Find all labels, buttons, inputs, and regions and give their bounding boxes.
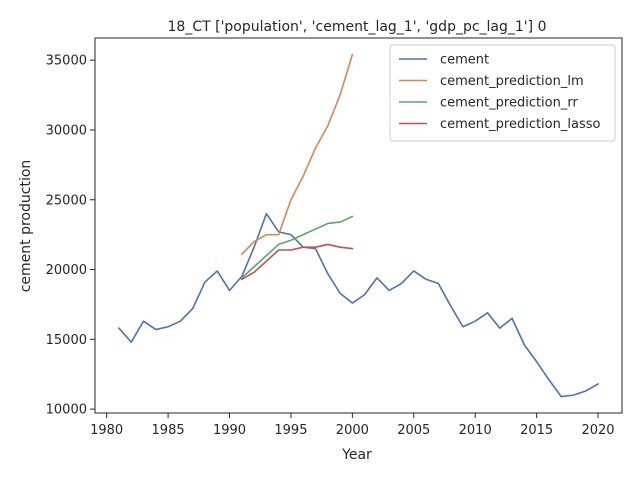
- x-tick-label: 2005: [397, 423, 430, 438]
- series-layer: [117, 53, 600, 398]
- series-line-cement-prediction-rr: [240, 215, 354, 280]
- plot-frame: [94, 37, 623, 414]
- legend: cement cement_prediction_lm cement_predict…: [389, 44, 616, 142]
- legend-label: cement_prediction_lm: [440, 74, 584, 89]
- y-tick-label: 15000: [46, 333, 87, 348]
- x-tick-label: 1985: [152, 423, 185, 438]
- legend-label: cement_prediction_lasso: [440, 117, 600, 132]
- series-line-cement: [117, 212, 600, 398]
- y-tick-label: 35000: [46, 54, 87, 69]
- series-line-cement-prediction-lm: [240, 53, 354, 256]
- x-tick-label: 2010: [459, 423, 492, 438]
- x-tick-label: 1995: [274, 423, 307, 438]
- x-axis-label: Year: [341, 447, 372, 463]
- x-tick-label: 1990: [213, 423, 246, 438]
- x-tick-label: 2015: [520, 423, 553, 438]
- x-tick-label: 2020: [581, 423, 614, 438]
- y-tick-label: 25000: [46, 193, 87, 208]
- y-tick-label: 20000: [46, 263, 87, 278]
- chart-title: 18_CT ['population', 'cement_lag_1', 'gd…: [168, 19, 547, 35]
- legend-label: cement_prediction_rr: [440, 96, 578, 111]
- legend-label: cement: [440, 53, 489, 68]
- y-tick-label: 10000: [46, 403, 87, 418]
- legend-frame: [389, 44, 616, 142]
- y-tick-label: 30000: [46, 123, 87, 138]
- x-tick-label: 2000: [336, 423, 369, 438]
- x-axis: 1980 1985 1990 1995 2000 2005 2010 2015 2020: [90, 413, 615, 438]
- y-axis-label: cement production: [18, 160, 34, 293]
- y-axis: 10000 15000 20000 25000 30000 35000: [46, 54, 95, 418]
- series-line-cement-prediction-lasso: [240, 243, 354, 281]
- x-tick-label: 1980: [90, 423, 123, 438]
